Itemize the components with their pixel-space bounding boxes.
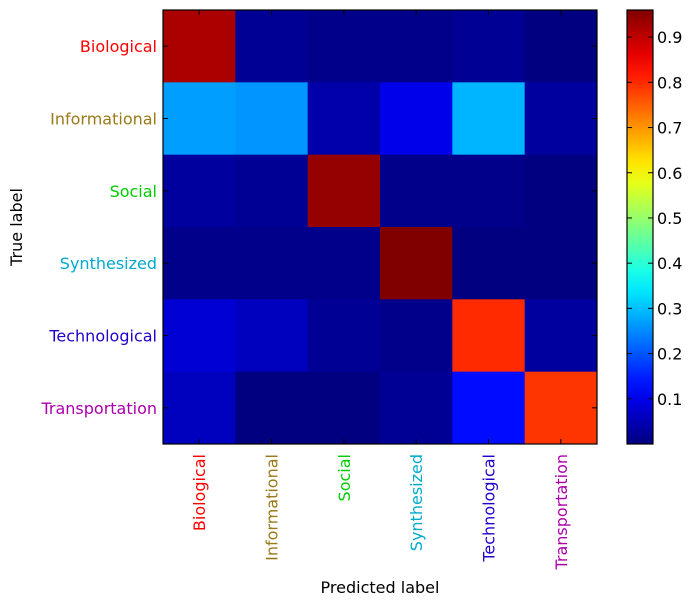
heatmap-cell xyxy=(452,299,526,373)
heatmap-cell xyxy=(307,371,381,445)
x-tick-label: Biological xyxy=(190,454,209,531)
heatmap-cell xyxy=(235,371,309,445)
x-tick-label: Synthesized xyxy=(407,454,426,551)
heatmap-cells xyxy=(163,10,598,445)
x-tick-label: Technological xyxy=(480,454,499,563)
colorbar xyxy=(626,9,654,445)
y-tick-label: Informational xyxy=(50,110,157,129)
colorbar-tick-label: 0.6 xyxy=(657,164,682,183)
heatmap-cell xyxy=(163,371,236,445)
heatmap-cell xyxy=(163,10,236,83)
y-tick-label: Social xyxy=(110,182,157,201)
colorbar-tick-label: 0.9 xyxy=(657,28,682,47)
heatmap-cell xyxy=(235,10,309,83)
x-tick-label: Social xyxy=(335,454,354,501)
x-tick-labels: Biological Informational Social Synthesized… xyxy=(190,10,571,571)
heatmap-cell xyxy=(380,299,453,373)
heatmap-cell xyxy=(524,10,598,83)
heatmap-cell xyxy=(380,371,453,445)
heatmap-cell xyxy=(307,154,381,228)
y-tick-label: Transportation xyxy=(40,399,157,418)
heatmap-cell xyxy=(380,82,453,156)
colorbar-tick-label: 0.8 xyxy=(657,73,682,92)
heatmap-cell xyxy=(524,371,598,445)
colorbar-tick-label: 0.2 xyxy=(657,345,682,364)
colorbar-tick-label: 0.4 xyxy=(657,254,682,273)
colorbar-tick-label: 0.7 xyxy=(657,119,682,138)
heatmap-cell xyxy=(163,227,236,300)
heatmap-cell xyxy=(307,227,381,300)
heatmap-cell xyxy=(307,82,381,156)
y-axis-label: True label xyxy=(7,188,26,267)
colorbar-tick-label: 0.5 xyxy=(657,209,682,228)
colorbar-tick-label: 0.1 xyxy=(657,390,682,409)
x-tick-label: Informational xyxy=(263,454,282,561)
y-tick-label: Synthesized xyxy=(60,254,157,273)
colorbar-tick-label: 0.3 xyxy=(657,299,682,318)
heatmap-cell xyxy=(524,154,598,228)
heatmap-cell xyxy=(452,82,526,156)
x-tick-label: Transportation xyxy=(552,454,571,571)
x-axis-label: Predicted label xyxy=(321,578,440,597)
colorbar-ticks: 0.1 0.2 0.3 0.4 0.5 0.6 0.7 0.8 0.9 xyxy=(627,28,682,409)
heatmap-cell xyxy=(452,371,526,445)
heatmap-cell xyxy=(524,299,598,373)
heatmap-cell xyxy=(235,227,309,300)
heatmap-cell xyxy=(235,154,309,228)
heatmap-cell xyxy=(524,82,598,156)
heatmap-cell xyxy=(452,227,526,300)
heatmap-cell xyxy=(307,299,381,373)
heatmap-cell xyxy=(380,227,453,300)
heatmap-cell xyxy=(452,154,526,228)
y-tick-label: Biological xyxy=(80,37,157,56)
heatmap-cell xyxy=(163,299,236,373)
heatmap-cell xyxy=(163,154,236,228)
plot-frame xyxy=(162,9,598,445)
heatmap-cell xyxy=(235,299,309,373)
y-tick-labels: Biological Informational Social Synthesized… xyxy=(40,37,597,418)
heatmap-cell xyxy=(235,82,309,156)
heatmap-cell xyxy=(380,10,453,83)
heatmap-cell xyxy=(452,10,526,83)
heatmap-cell xyxy=(163,82,236,156)
y-tick-label: Technological xyxy=(48,327,157,346)
heatmap-cell xyxy=(524,227,598,300)
heatmap-cell xyxy=(307,10,381,83)
heatmap-cell xyxy=(380,154,453,228)
